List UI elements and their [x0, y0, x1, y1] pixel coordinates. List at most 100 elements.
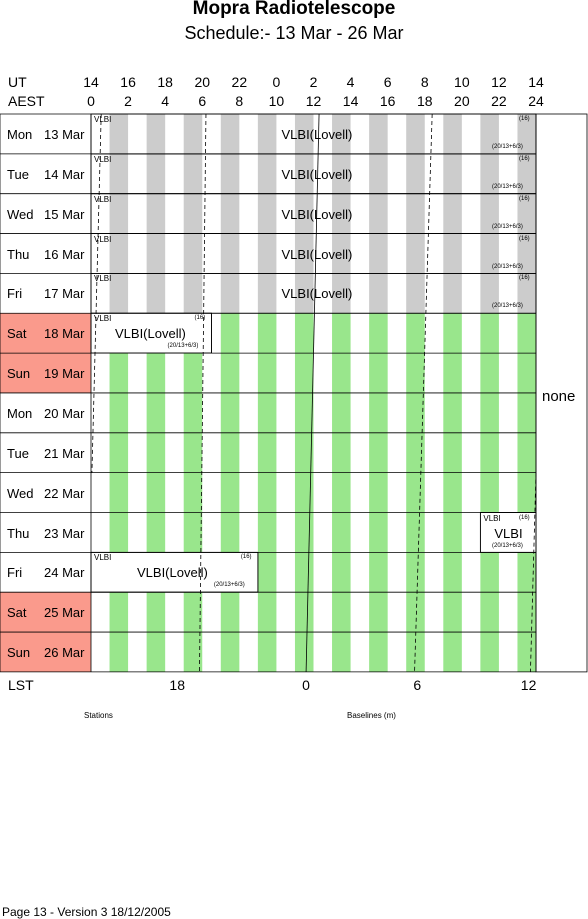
day-date: 24 Mar — [44, 565, 85, 581]
band-stripe — [332, 472, 351, 513]
band-stripe — [257, 273, 277, 314]
band-stripe — [369, 552, 388, 593]
band-stripe — [406, 632, 425, 672]
band-stripe — [369, 153, 388, 194]
aest-tick-label: 8 — [235, 93, 244, 109]
band-stripe — [443, 193, 462, 234]
band-stripe — [480, 273, 499, 314]
aest-tick-label: 24 — [528, 93, 544, 109]
band-stripe — [332, 632, 351, 672]
band-stripe — [443, 273, 462, 314]
ut-tick-label: 6 — [383, 74, 392, 90]
day-date: 21 Mar — [44, 445, 85, 461]
day-date: 26 Mar — [44, 645, 85, 661]
block-count: (16) — [519, 514, 530, 521]
band-stripe — [257, 153, 277, 194]
band-stripe — [294, 512, 314, 553]
aest-label: AEST — [8, 93, 45, 109]
lst-track — [305, 113, 320, 672]
day-of-week: Thu — [7, 525, 30, 541]
band-stripe — [146, 273, 166, 314]
stations-legend: Stations — [84, 711, 113, 720]
ut-tick-label: 2 — [309, 74, 318, 90]
lst-track — [414, 113, 433, 672]
block-mode-tag: VLBI — [94, 154, 112, 164]
band-stripe — [146, 472, 166, 513]
band-stripe — [294, 114, 314, 154]
day-of-week: Fri — [7, 286, 23, 302]
block-mode-tag: VLBI — [94, 553, 112, 563]
band-stripe — [183, 353, 203, 393]
band-stripe — [517, 193, 536, 234]
band-stripe — [257, 472, 277, 513]
band-stripe — [443, 472, 462, 513]
band-stripe — [220, 313, 240, 354]
band-stripe — [406, 193, 425, 234]
band-stripe — [517, 353, 536, 393]
band-stripe — [146, 632, 166, 672]
lst-track — [91, 113, 102, 473]
day-date: 19 Mar — [44, 366, 85, 382]
band-stripe — [220, 632, 240, 672]
band-stripe — [257, 313, 277, 354]
band-stripe — [146, 153, 166, 194]
band-stripe — [517, 552, 536, 593]
day-of-week: Wed — [7, 485, 34, 501]
day-date: 16 Mar — [44, 246, 85, 262]
band-stripe — [257, 632, 277, 672]
day-date: 14 Mar — [44, 166, 85, 182]
band-stripe — [406, 233, 425, 274]
band-stripe — [369, 273, 388, 314]
ut-tick-label: 12 — [491, 74, 507, 90]
band-stripe — [332, 392, 351, 433]
day-of-week: Tue — [7, 166, 29, 182]
ut-tick-label: 10 — [454, 74, 470, 90]
block-count: (16) — [519, 116, 530, 122]
ut-tick-label: 14 — [83, 74, 99, 90]
band-stripe — [332, 233, 351, 274]
block-count: (16) — [519, 275, 530, 282]
block-count: (16) — [240, 554, 252, 561]
band-stripe — [294, 193, 314, 234]
band-stripe — [257, 233, 277, 274]
day-date: 13 Mar — [44, 127, 85, 142]
block-count: (16) — [194, 315, 206, 322]
band-stripe — [109, 114, 129, 154]
band-stripe — [294, 472, 314, 513]
band-stripe — [220, 193, 240, 234]
band-stripe — [517, 114, 536, 154]
band-stripe — [443, 353, 462, 393]
band-stripe — [332, 432, 351, 473]
aest-tick-label: 20 — [454, 93, 470, 109]
band-stripe — [109, 392, 129, 433]
band-stripe — [220, 233, 240, 274]
band-stripe — [517, 432, 536, 473]
band-stripe — [220, 392, 240, 433]
aest-tick-label: 4 — [161, 93, 170, 109]
band-stripe — [332, 512, 351, 553]
band-stripe — [369, 313, 388, 354]
band-stripe — [183, 592, 203, 633]
band-stripe — [183, 472, 203, 513]
band-stripe — [517, 392, 536, 433]
weekend-highlight — [0, 592, 91, 633]
ut-tick-label: 16 — [120, 74, 136, 90]
day-of-week: Mon — [7, 127, 33, 142]
band-stripe — [332, 313, 351, 354]
block-title: VLBI(Lovell) — [137, 565, 208, 581]
ut-tick-label: 22 — [231, 74, 248, 90]
block-config: (20/13+6/3) — [492, 542, 523, 549]
band-stripe — [443, 512, 462, 553]
band-stripe — [406, 432, 425, 473]
block-title: VLBI — [494, 525, 523, 541]
band-stripe — [257, 114, 277, 154]
block-config: (20/13+6/3) — [167, 343, 199, 350]
band-stripe — [480, 392, 499, 433]
band-stripe — [109, 632, 129, 672]
band-stripe — [406, 392, 425, 433]
band-stripe — [480, 472, 499, 513]
band-stripe — [220, 512, 240, 553]
band-stripe — [332, 592, 351, 633]
band-stripe — [480, 592, 499, 633]
